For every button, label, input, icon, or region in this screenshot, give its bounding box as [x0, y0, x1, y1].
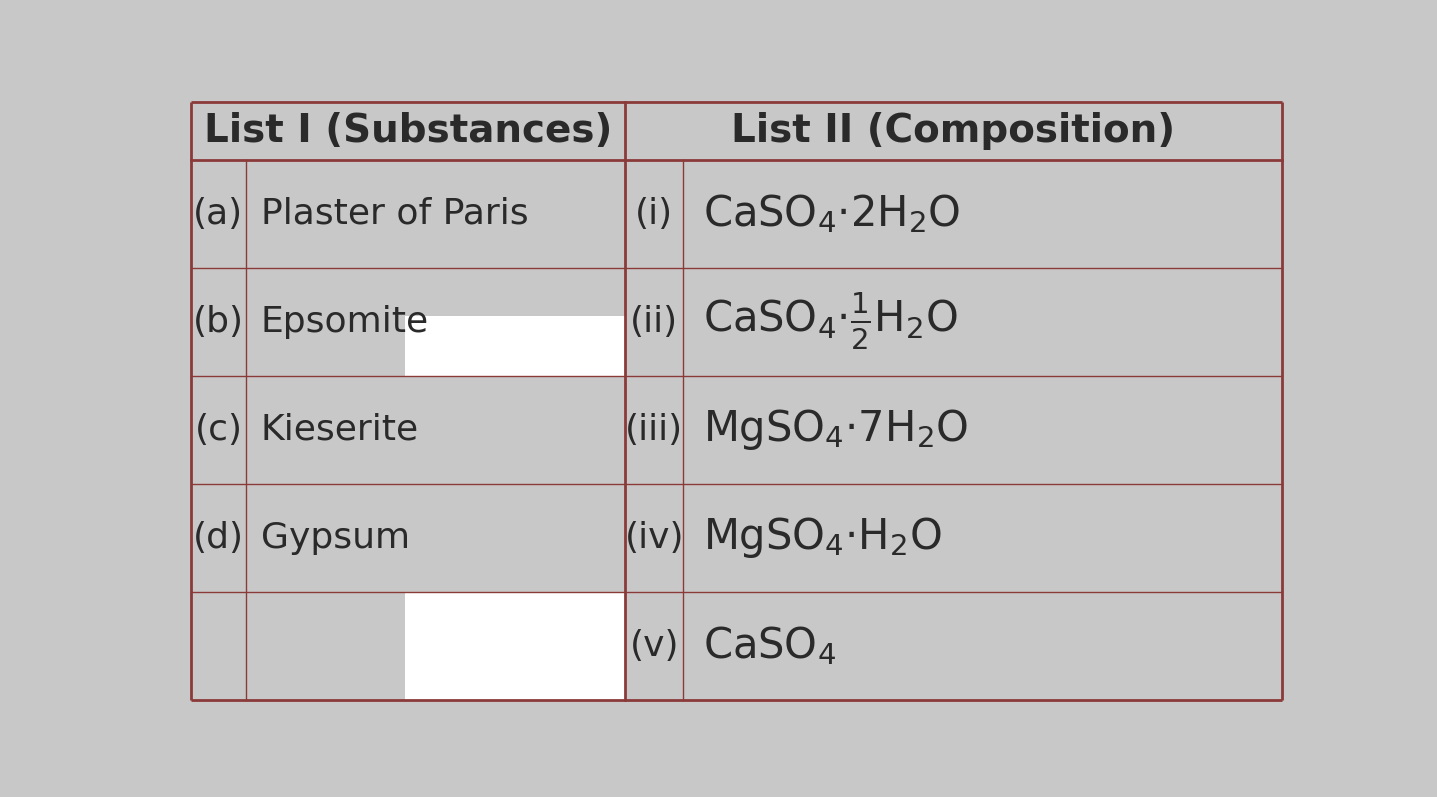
- Text: $\mathrm{CaSO_4{\cdot}2H_2O}$: $\mathrm{CaSO_4{\cdot}2H_2O}$: [703, 192, 960, 235]
- Text: Plaster of Paris: Plaster of Paris: [262, 197, 529, 230]
- Text: (ii): (ii): [631, 304, 678, 339]
- Text: $\mathrm{CaSO_4}$: $\mathrm{CaSO_4}$: [703, 625, 836, 667]
- Text: (b): (b): [193, 304, 244, 339]
- Text: (iii): (iii): [625, 413, 684, 447]
- Text: (a): (a): [194, 197, 243, 230]
- Text: (iv): (iv): [625, 521, 684, 555]
- Text: List I (Substances): List I (Substances): [204, 112, 612, 150]
- Text: Gypsum: Gypsum: [262, 521, 410, 555]
- Text: (v): (v): [629, 629, 680, 663]
- Text: List II (Composition): List II (Composition): [731, 112, 1175, 150]
- Text: (d): (d): [193, 521, 244, 555]
- Text: $\mathrm{MgSO_4{\cdot}7H_2O}$: $\mathrm{MgSO_4{\cdot}7H_2O}$: [703, 407, 969, 453]
- Bar: [405, 316, 625, 375]
- Bar: [405, 592, 625, 700]
- Text: $\mathrm{CaSO_4{\cdot}\frac{1}{2}H_2O}$: $\mathrm{CaSO_4{\cdot}\frac{1}{2}H_2O}$: [703, 291, 957, 352]
- Text: (i): (i): [635, 197, 674, 230]
- Text: $\mathrm{MgSO_4{\cdot}H_2O}$: $\mathrm{MgSO_4{\cdot}H_2O}$: [703, 516, 941, 560]
- Text: (c): (c): [194, 413, 243, 447]
- Text: Epsomite: Epsomite: [262, 304, 430, 339]
- Text: Kieserite: Kieserite: [262, 413, 420, 447]
